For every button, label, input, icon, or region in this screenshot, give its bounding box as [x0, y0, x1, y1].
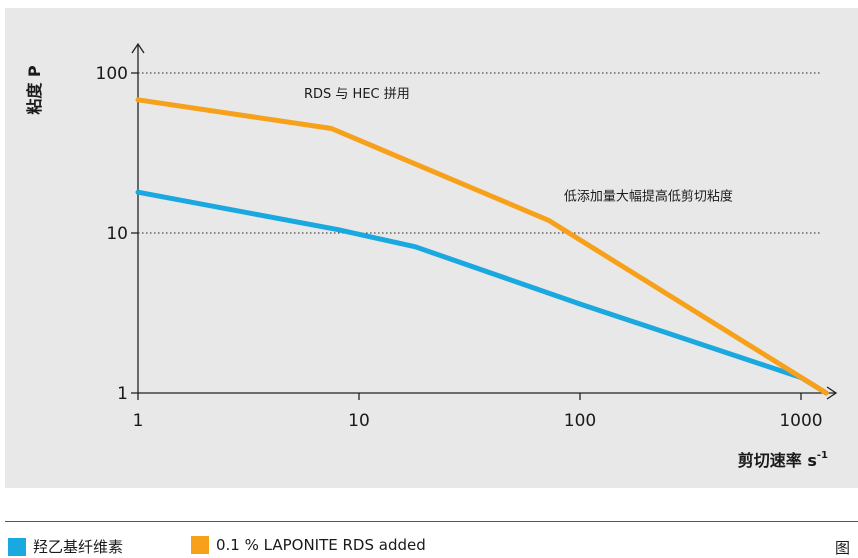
legend-label-laponite: 0.1 % LAPONITE RDS added: [216, 536, 426, 554]
x-axis-title-superscript: -1: [817, 450, 828, 461]
legend-divider: [5, 521, 858, 522]
series-lines: [135, 97, 829, 396]
plot-panel: [5, 8, 858, 488]
y-axis-title: 粘度 P: [25, 65, 44, 115]
y-tick-label-10: 10: [106, 224, 128, 244]
x-tick-label-1000: 1000: [779, 411, 822, 431]
x-tick-label-100: 100: [564, 411, 596, 431]
figure-label: 图: [834, 539, 850, 557]
y-tick-label-1: 1: [117, 384, 128, 404]
axes: [131, 42, 838, 400]
x-axis-title-text: 剪切速率 s: [738, 451, 817, 470]
legend-swatch-laponite: [191, 536, 209, 554]
annotation-1: 低添加量大幅提高低剪切粘度: [564, 188, 733, 204]
x-axis-arrow: [826, 386, 838, 400]
series-line-1: [135, 97, 829, 396]
x-tick-label-1: 1: [133, 411, 144, 431]
annotation-0: RDS 与 HEC 拼用: [304, 87, 410, 102]
legend-label-hec: 羟乙基纤维素: [33, 538, 124, 556]
series-line-0: [135, 189, 829, 396]
legend-swatch-hec: [8, 537, 26, 556]
y-axis-arrow: [131, 42, 145, 54]
legend-item-hec: 羟乙基纤维素: [8, 536, 123, 557]
tick-labels: 1 10 100 1000 1 10 100: [96, 64, 823, 431]
y-tick-label-100: 100: [96, 64, 128, 84]
legend-item-laponite: 0.1 % LAPONITE RDS added: [191, 536, 426, 554]
x-tick-label-10: 10: [348, 411, 370, 431]
x-axis-title: 剪切速率 s-1: [738, 450, 828, 470]
chart: 1 10 100 1000 1 10 100 RDS 与 HEC 拼用低添加量大幅提高低剪切…: [25, 42, 838, 470]
